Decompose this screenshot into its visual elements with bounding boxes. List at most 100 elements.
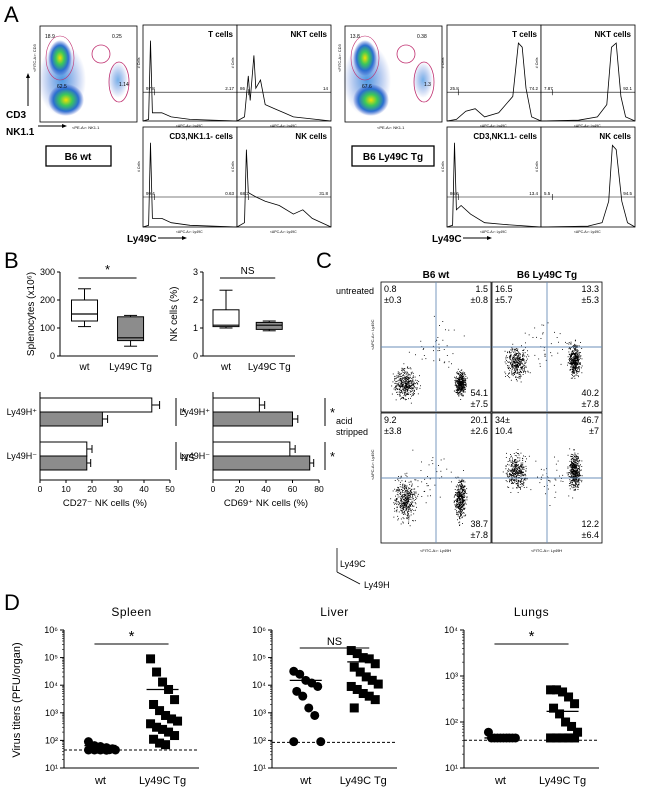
c-tg-untreated-event	[574, 345, 576, 347]
c-wt-acid-event	[462, 501, 463, 503]
c-tg-untreated-event	[510, 352, 512, 354]
c-wt-acid-event	[401, 500, 402, 501]
c-wt-acid-event	[404, 513, 406, 515]
hist-wt-cd3nk-curve	[142, 142, 238, 228]
c-tg-untreated-event	[573, 353, 575, 355]
c-tg-acid-event	[516, 471, 518, 472]
c-tg-untreated-event	[516, 361, 518, 363]
c-wt-acid-event	[455, 485, 457, 487]
c-wt-untreated-event	[408, 374, 410, 376]
c-tg-acid-event	[511, 460, 513, 462]
c-tg-acid-event	[572, 482, 573, 484]
c-wt-untreated-event	[465, 383, 467, 385]
c-wt-acid-event	[438, 465, 439, 466]
c-tg-acid-event	[569, 476, 571, 478]
c-wt-untreated-event	[454, 390, 456, 392]
c-wt-acid-event	[398, 504, 400, 506]
c-tg-untreated-event	[543, 324, 545, 326]
c-wt-untreated-event	[403, 381, 405, 383]
c-tg-acid-event	[517, 486, 519, 488]
c-wt-acid-event	[407, 496, 409, 498]
c-tg-untreated-event	[573, 361, 575, 363]
c-wt-untreated-event	[460, 384, 461, 386]
c-wt-acid-event	[398, 476, 399, 477]
c-tg-untreated-event	[569, 369, 571, 371]
c-wt-acid-event	[458, 505, 460, 506]
c-wt-untreated-event	[405, 382, 406, 384]
c-wt-acid-event	[457, 484, 458, 486]
c-wt-untreated-event	[412, 389, 414, 391]
c-tg-acid-event	[506, 472, 508, 474]
c-tg-acid-event	[520, 483, 522, 485]
c-wt-acid-event	[403, 502, 405, 503]
c-wt-acid-event	[459, 524, 461, 526]
d-spleen-tg-point	[152, 667, 162, 677]
c-tg-untreated-event	[572, 358, 574, 360]
c-wt-acid-event	[406, 501, 407, 503]
c-wt-untreated-event	[457, 392, 459, 394]
c-wt-acid-event	[415, 509, 416, 511]
c-wt-untreated-event	[455, 380, 457, 382]
c-tg-acid-event	[505, 472, 507, 474]
axis-nk11: NK1.1	[6, 127, 35, 138]
c-tg-acid-tl-val: 34±	[495, 415, 510, 425]
c-tg-acid-event	[514, 473, 516, 475]
c-wt-untreated-event	[461, 387, 463, 388]
c-tg-acid-event	[574, 453, 576, 455]
d-liver-tg-point	[352, 649, 362, 659]
c-tg-acid-event	[575, 468, 577, 470]
c-tg-acid-event	[517, 481, 519, 482]
c-tg-untreated-event	[517, 366, 519, 368]
c-wt-acid-event	[453, 496, 455, 498]
c-tg-untreated-event	[518, 358, 520, 360]
c-wt-acid-event	[457, 502, 459, 504]
d-lungs-tg-point	[573, 727, 583, 737]
c-tg-acid-event	[517, 468, 518, 470]
c-tg-untreated-event	[581, 365, 583, 367]
c-wt-untreated-event	[404, 386, 406, 388]
c-tg-acid-event	[510, 456, 512, 458]
c-tg-untreated-event	[515, 359, 517, 361]
c-wt-untreated-event	[463, 387, 465, 389]
c-tg-untreated-event	[577, 367, 579, 369]
d-spleen-tg-point	[173, 716, 183, 726]
c-wt-acid-event	[461, 495, 462, 497]
c-wt-untreated-event	[413, 394, 414, 396]
c-wt-acid-event	[398, 490, 399, 492]
c-tg-acid-event	[518, 468, 520, 470]
d-spleen-tg-point	[158, 677, 168, 687]
c-wt-untreated-event	[403, 383, 404, 385]
hist-wt-nkt-right-pct: 14	[323, 86, 329, 91]
c-wt-untreated-event	[410, 386, 412, 387]
c-tg-acid-event	[525, 478, 527, 480]
c-wt-acid-event	[407, 501, 409, 503]
c-tg-acid-event	[581, 460, 583, 462]
c-tg-acid-event	[526, 458, 527, 460]
c-tg-untreated-event	[534, 354, 536, 356]
c-tg-untreated-event	[577, 371, 579, 372]
c-tg-untreated-event	[515, 357, 517, 359]
c-wt-untreated-event	[402, 397, 404, 399]
c-tg-untreated-event	[575, 366, 576, 368]
c-wt-acid-event	[456, 500, 458, 501]
c-tg-acid-event	[554, 478, 556, 480]
c-wt-acid-event	[432, 463, 434, 465]
c-tg-untreated-event	[510, 354, 512, 356]
c-tg-acid-event	[524, 456, 526, 457]
c-tg-acid-event	[571, 467, 572, 468]
c-tg-acid-event	[572, 464, 574, 466]
hist-wt-cd3nk-frame	[142, 126, 238, 228]
hist-tg-nk-right-pct: 94.5	[623, 191, 632, 196]
c-wt-untreated-event	[405, 392, 407, 394]
c-wt-acid-event	[406, 491, 408, 493]
c-wt-acid-event	[458, 493, 460, 495]
c-wt-acid-event	[458, 497, 460, 499]
c-tg-acid-event	[581, 481, 583, 483]
c-tg-acid-event	[573, 485, 575, 486]
c-wt-untreated-event	[405, 399, 406, 401]
c-wt-untreated-event	[464, 373, 465, 375]
c-wt-untreated-event	[462, 383, 464, 385]
c-wt-acid-event	[461, 510, 463, 511]
c-tg-untreated-event	[574, 340, 576, 342]
